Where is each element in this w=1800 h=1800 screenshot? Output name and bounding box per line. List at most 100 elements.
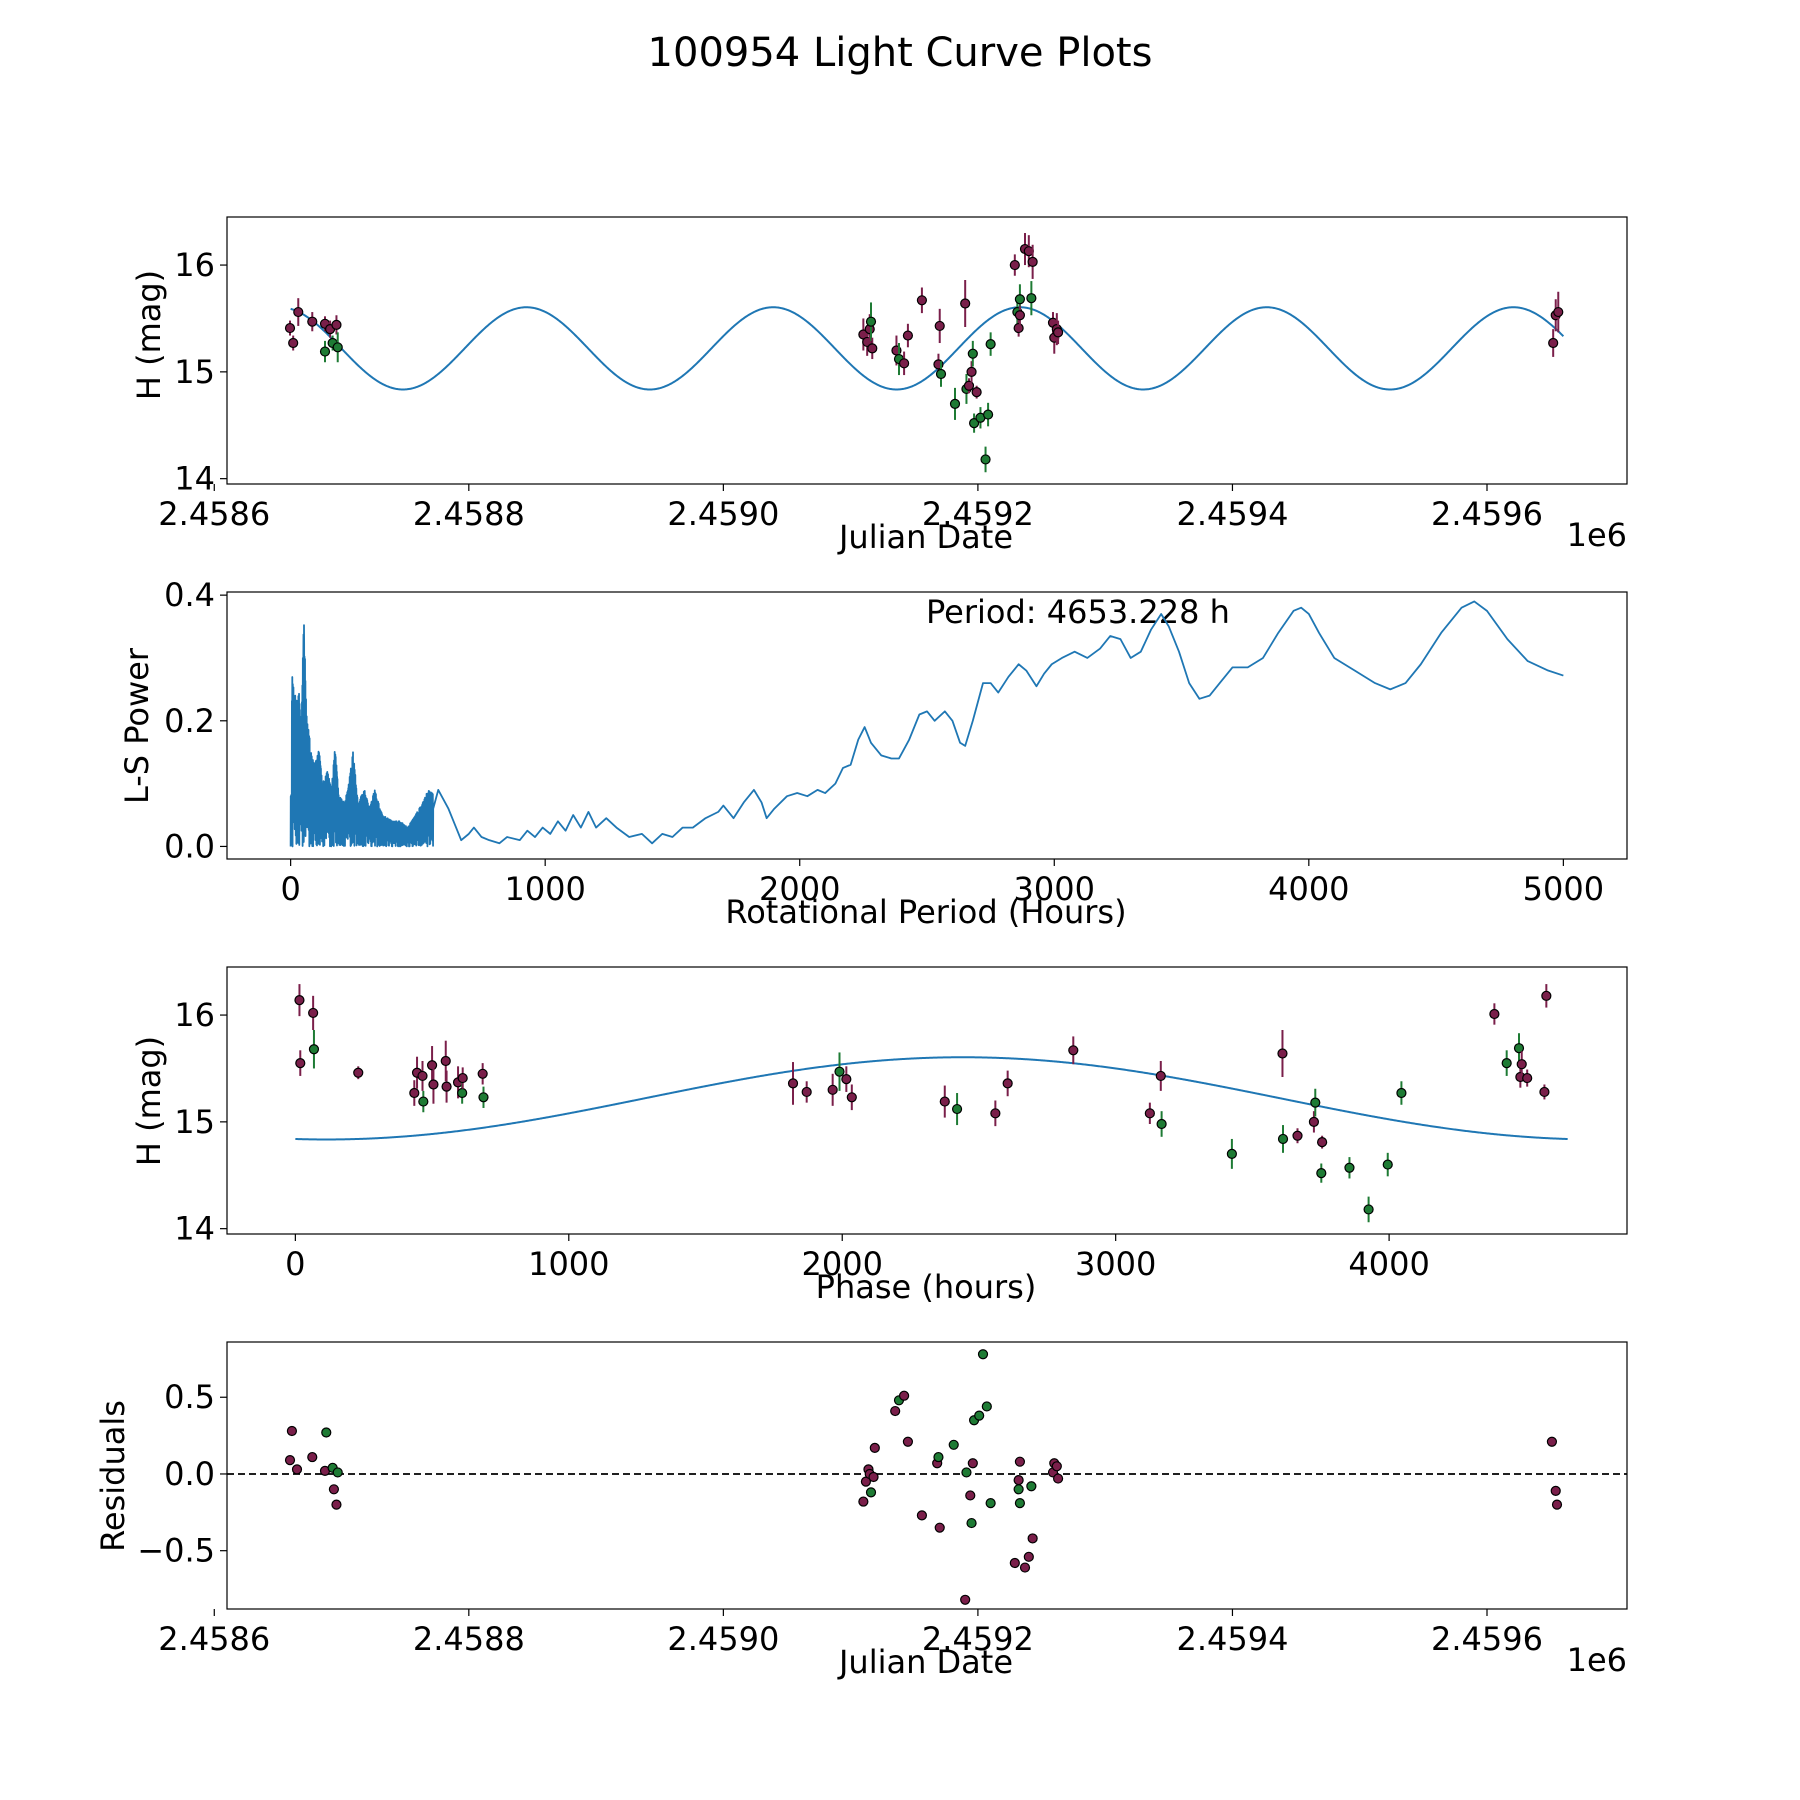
phased-point — [801, 1086, 812, 1098]
lightcurve-xlabel: Julian Date — [837, 518, 1013, 556]
phased-point — [1317, 1137, 1328, 1148]
residuals-point — [933, 1451, 944, 1463]
lightcurve-ytick-label: 16 — [174, 246, 215, 284]
phased-point — [1501, 1058, 1512, 1069]
periodogram-xtick-label: 0 — [280, 870, 300, 908]
lightcurve-point — [968, 418, 980, 429]
residuals-point — [1019, 1562, 1031, 1573]
periodogram-xtick-label: 2000 — [759, 870, 840, 908]
lightcurve-point — [902, 330, 914, 341]
phased-point — [1156, 1118, 1167, 1130]
phased-point — [1226, 1148, 1237, 1160]
residuals-point — [1051, 1461, 1062, 1472]
lightcurve-point — [867, 343, 878, 354]
lightcurve-ytick-label: 14 — [174, 460, 215, 498]
phased-point — [1522, 1072, 1533, 1084]
periodogram-panel: Rotational Period (Hours) L-S Power Peri… — [118, 576, 1628, 931]
lightcurve-frame — [226, 216, 1628, 485]
lightcurve-point — [1014, 310, 1026, 321]
lightcurve-ytick-label: 15 — [174, 353, 215, 391]
phased-point — [1513, 1043, 1525, 1054]
residuals-point — [961, 1467, 972, 1478]
residuals-point — [981, 1401, 992, 1412]
periodogram-xtick-label: 5000 — [1523, 870, 1604, 908]
lightcurve-point — [284, 322, 296, 334]
phased-point — [939, 1096, 950, 1107]
phased-point — [1308, 1116, 1320, 1127]
phased-point — [846, 1092, 857, 1103]
phased-point — [951, 1103, 963, 1115]
residuals-point — [332, 1467, 343, 1478]
residuals-offset-text: 1e6 — [1567, 1641, 1627, 1679]
residuals-point — [331, 1499, 342, 1510]
phased-point — [418, 1096, 429, 1107]
residuals-point — [1014, 1456, 1026, 1467]
residuals-point — [902, 1436, 914, 1447]
lightcurve-panel: Julian Date H (mag) 1e6 2.4586 2.4588 2.45… — [130, 216, 1628, 556]
residuals-point — [966, 1517, 977, 1529]
phased-point — [457, 1072, 468, 1084]
phased-point — [1068, 1045, 1079, 1056]
phased-ytick-label: 16 — [174, 996, 215, 1034]
residuals-plot-area — [227, 1349, 1627, 1605]
residuals-point — [1551, 1499, 1563, 1510]
phased-point — [417, 1070, 428, 1082]
residuals-ytick-label: 0.0 — [164, 1455, 215, 1493]
phased-point — [827, 1084, 838, 1095]
lightcurve-point — [288, 337, 299, 349]
lightcurve-ylabel: H (mag) — [130, 270, 168, 400]
residuals-point — [291, 1464, 303, 1475]
residuals-point — [307, 1451, 318, 1463]
lightcurve-point — [966, 366, 977, 377]
residuals-point — [1023, 1551, 1034, 1562]
periodogram-ylabel: L-S Power — [118, 647, 156, 804]
phased-point — [308, 1007, 319, 1019]
periodogram-line — [289, 600, 1564, 848]
phased-ytick-label: 14 — [174, 1210, 215, 1248]
phased-point — [1155, 1070, 1166, 1082]
phased-point — [1277, 1048, 1288, 1059]
residuals-xtick-label: 2.4592 — [922, 1620, 1034, 1658]
phased-point — [409, 1087, 420, 1099]
residuals-ytick-label: 0.5 — [164, 1378, 215, 1416]
residuals-frame — [226, 1341, 1628, 1610]
periodogram-ytick-label: 0.4 — [164, 576, 215, 614]
phased-xtick-label: 1000 — [528, 1245, 609, 1283]
residuals-point — [858, 1496, 869, 1507]
residuals-point — [1027, 1533, 1038, 1544]
phased-point — [1002, 1078, 1013, 1089]
phased-point — [441, 1081, 452, 1092]
lightcurve-point — [1014, 294, 1026, 305]
periodogram-plot-area — [289, 600, 1564, 848]
residuals-point — [934, 1522, 945, 1533]
phased-point — [1382, 1159, 1393, 1170]
phased-point — [295, 1058, 306, 1069]
lightcurve-point — [960, 298, 971, 309]
periodogram-ytick-label: 0.0 — [164, 827, 215, 865]
lightcurve-point — [319, 346, 331, 357]
phased-xtick-label: 3000 — [1075, 1245, 1156, 1283]
residuals-point — [948, 1439, 959, 1450]
lightcurve-point — [985, 338, 996, 350]
phased-xlabel: Phase (hours) — [816, 1268, 1037, 1306]
lightcurve-point — [307, 316, 318, 327]
phased-model-curve — [295, 1056, 1568, 1141]
phased-xtick-label: 2000 — [802, 1245, 883, 1283]
phased-point — [1277, 1133, 1289, 1145]
phased-point — [1310, 1097, 1321, 1108]
phased-point — [1363, 1204, 1374, 1215]
phased-point — [1516, 1059, 1527, 1070]
lightcurve-offset-text: 1e6 — [1567, 516, 1627, 554]
lightcurve-point — [1027, 256, 1038, 267]
residuals-point — [1052, 1473, 1064, 1484]
lightcurve-plot-area — [284, 233, 1565, 473]
lightcurve-point — [293, 306, 304, 318]
residuals-xtick-label: 2.4596 — [1431, 1620, 1543, 1658]
lightcurve-point — [865, 316, 877, 327]
lightcurve-point — [971, 387, 982, 398]
lightcurve-point — [982, 409, 994, 420]
phased-xtick-label: 4000 — [1348, 1245, 1429, 1283]
lightcurve-point — [1548, 337, 1559, 349]
lightcurve-point — [1553, 306, 1564, 318]
phased-point — [1396, 1087, 1407, 1099]
